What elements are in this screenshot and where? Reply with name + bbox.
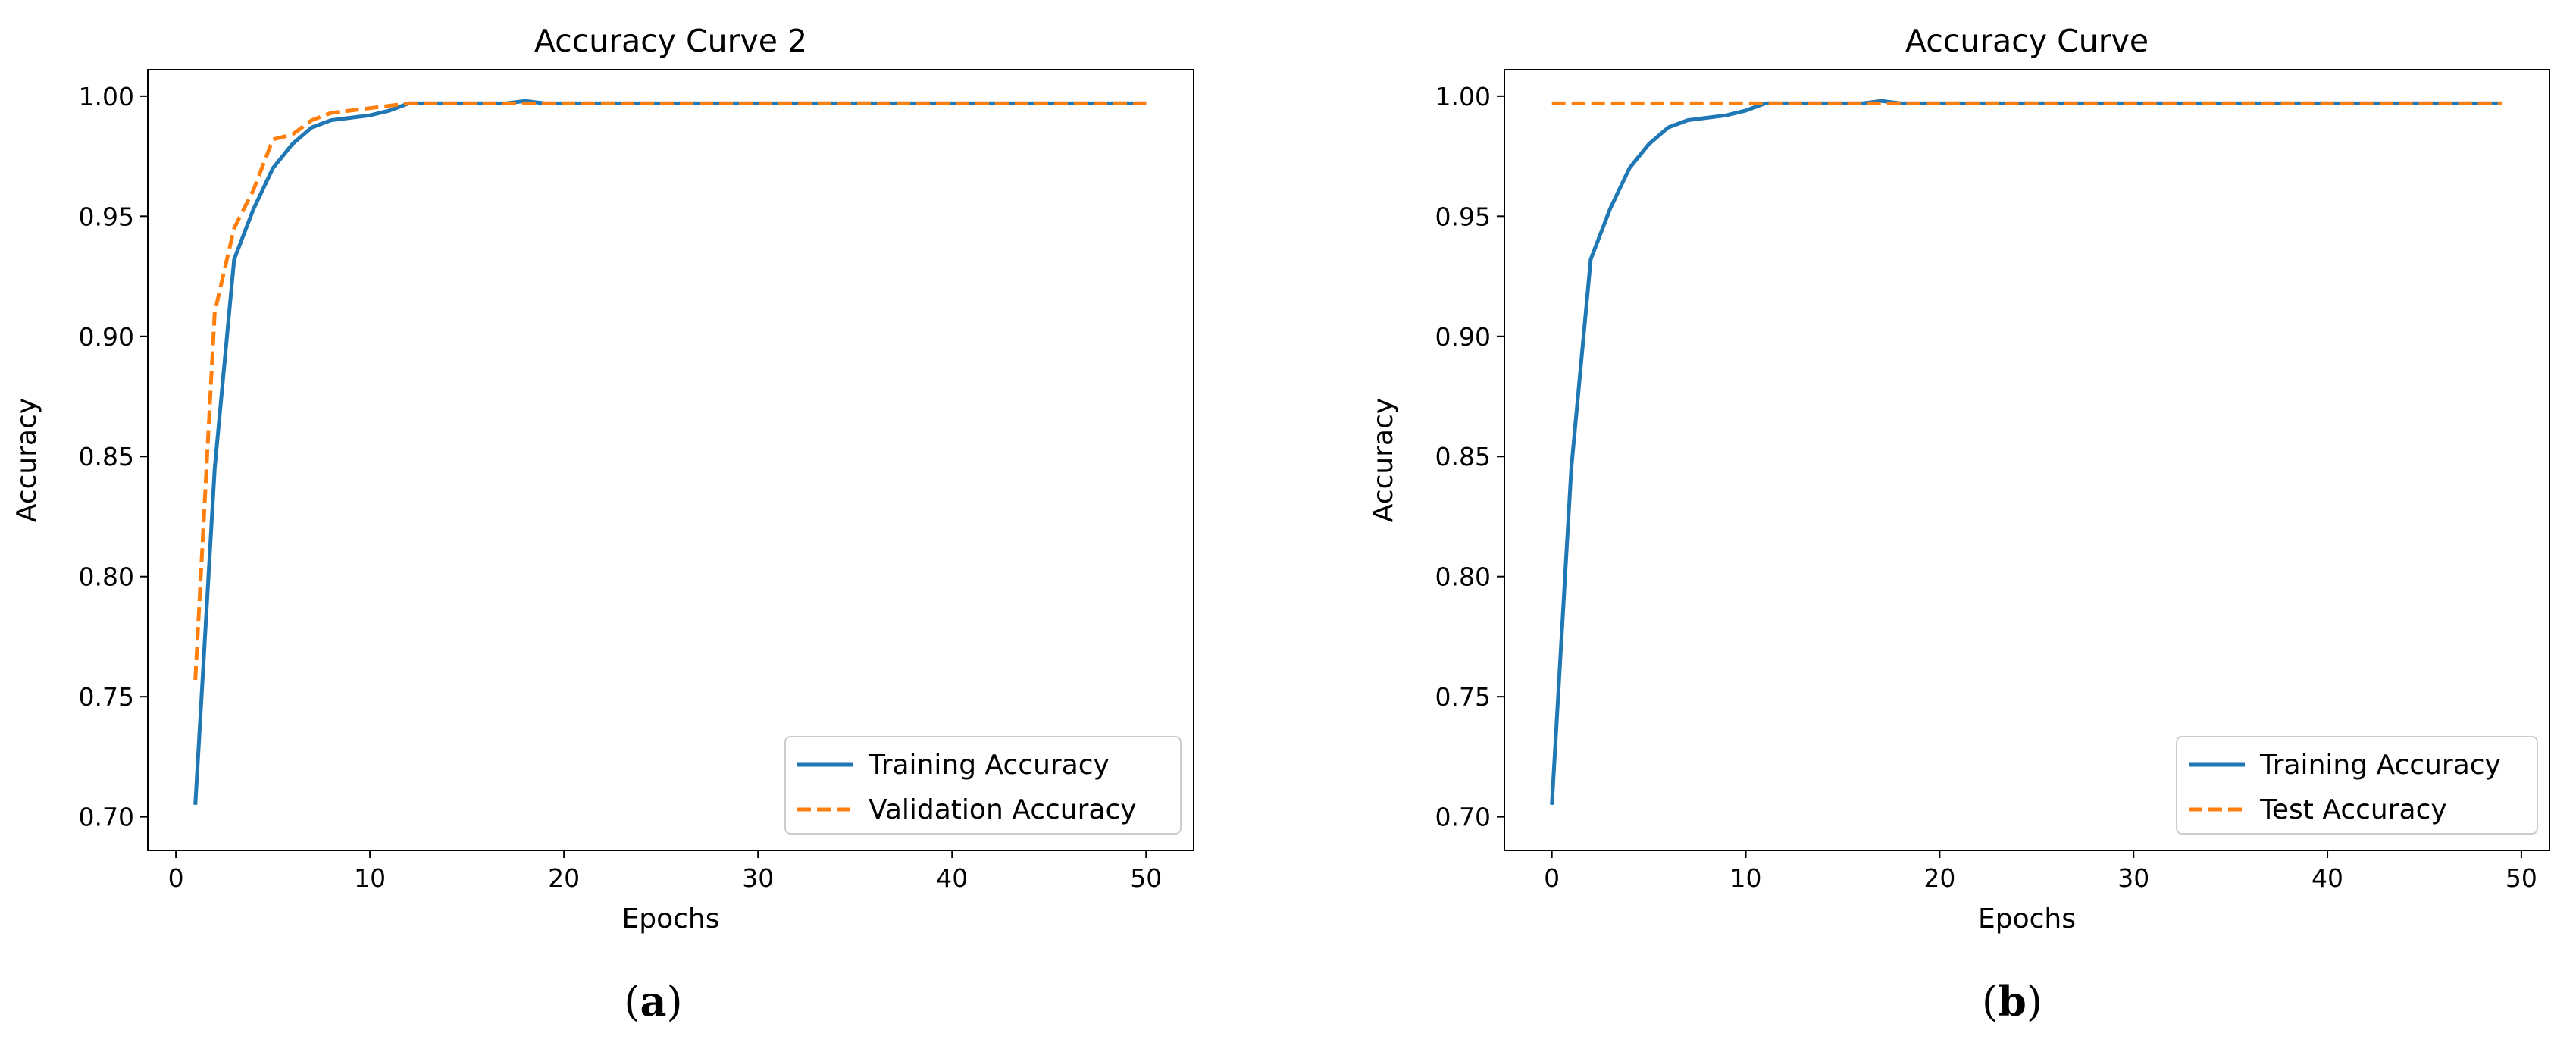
x-tick-label: 0 xyxy=(168,863,184,893)
y-tick-label: 0.75 xyxy=(79,682,134,712)
x-tick-label: 20 xyxy=(1923,863,1955,893)
chart-title: Accuracy Curve xyxy=(1905,23,2149,59)
x-tick-label: 40 xyxy=(936,863,968,893)
series-line-training xyxy=(1550,99,2502,805)
x-tick-label: 10 xyxy=(1730,863,1762,893)
y-tick-label: 1.00 xyxy=(79,82,134,111)
y-tick-label: 0.85 xyxy=(1435,442,1491,471)
panel-caption-letter: b xyxy=(1998,977,2027,1026)
panel-caption: (a) xyxy=(624,977,682,1026)
plot-frame xyxy=(147,69,1194,851)
y-tick-label: 0.90 xyxy=(1435,322,1491,352)
legend-label: Test Accuracy xyxy=(2259,794,2447,825)
x-tick-label: 10 xyxy=(354,863,386,893)
x-tick-label: 30 xyxy=(2117,863,2149,893)
chart-title: Accuracy Curve 2 xyxy=(534,23,807,59)
y-tick-label: 0.95 xyxy=(79,202,134,231)
x-tick-label: 30 xyxy=(742,863,774,893)
chart-panel-b: Accuracy Curve 0 10 20 30 40 50 0.70 0.75 0.80 0.8… xyxy=(1368,23,2550,1026)
y-axis-title: Accuracy xyxy=(1368,398,1399,522)
series-line-comparison xyxy=(193,101,1147,681)
y-tick-label: 0.95 xyxy=(1435,202,1491,231)
y-axis-title: Accuracy xyxy=(11,398,42,522)
panel-caption: (b) xyxy=(1982,977,2042,1026)
legend-label: Training Accuracy xyxy=(868,750,1110,781)
series-line-training xyxy=(193,99,1147,805)
y-tick-label: 0.85 xyxy=(79,442,134,471)
x-axis-title: Epochs xyxy=(1978,903,2076,935)
legend-label: Training Accuracy xyxy=(2259,750,2501,781)
y-tick-label: 0.75 xyxy=(1435,682,1491,712)
x-axis-title: Epochs xyxy=(622,903,720,935)
x-tick-label: 20 xyxy=(548,863,580,893)
y-tick-label: 0.80 xyxy=(1435,562,1491,592)
x-tick-label: 40 xyxy=(2312,863,2343,893)
x-tick-label: 50 xyxy=(1130,863,1162,893)
x-tick-label: 50 xyxy=(2506,863,2537,893)
y-tick-label: 1.00 xyxy=(1435,82,1491,111)
legend-label: Validation Accuracy xyxy=(869,794,1137,825)
y-tick-label: 0.70 xyxy=(79,803,134,832)
plot-frame xyxy=(1504,69,2550,851)
y-tick-label: 0.90 xyxy=(79,322,134,352)
chart-panel-a: Accuracy Curve 2 0 10 20 30 40 50 0.70 0.75 0.80 0… xyxy=(11,23,1194,1026)
y-tick-label: 0.80 xyxy=(79,562,134,592)
y-tick-label: 0.70 xyxy=(1435,803,1491,832)
legend-box xyxy=(2176,736,2538,835)
x-tick-label: 0 xyxy=(1544,863,1560,893)
legend-box xyxy=(784,736,1182,835)
panel-caption-letter: a xyxy=(640,977,667,1026)
